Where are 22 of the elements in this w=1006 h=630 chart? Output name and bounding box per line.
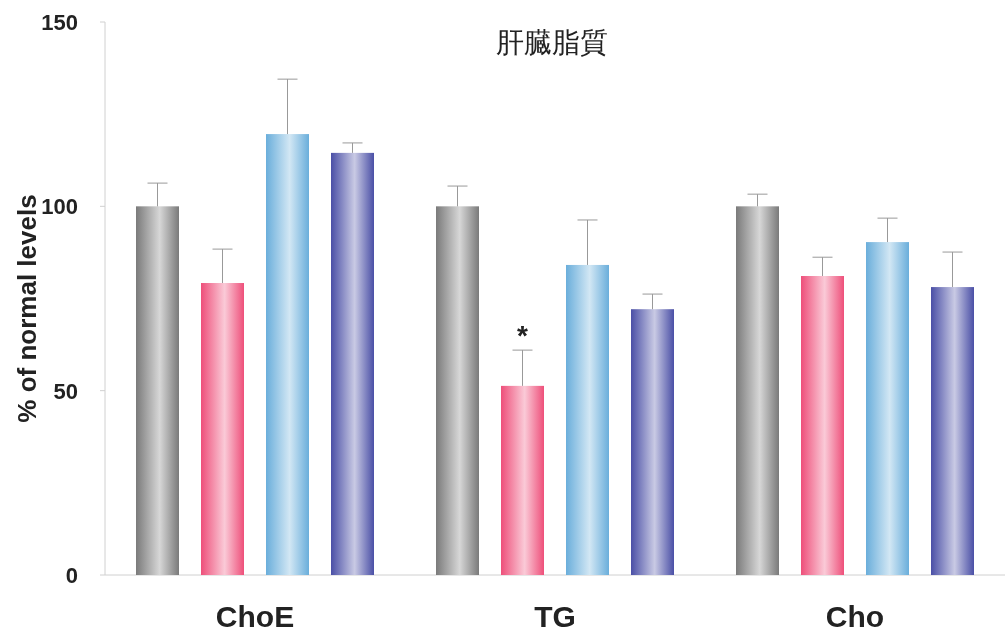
annotation: *: [517, 320, 529, 352]
x-tick-label: TG: [534, 600, 576, 630]
bar: [201, 283, 244, 575]
x-tick-label: Cho: [825, 600, 885, 630]
bar: [931, 287, 974, 575]
y-axis-title: % of normal levels: [12, 194, 42, 423]
y-tick-label: 150: [41, 10, 78, 35]
y-tick-label: 0: [65, 563, 78, 588]
bar: [736, 206, 779, 575]
bar: [566, 264, 609, 575]
bar: [331, 152, 374, 575]
chart-title: 肝臓脂質: [496, 27, 608, 58]
y-tick-label: 100: [41, 194, 78, 220]
bar: [631, 309, 674, 575]
bar: [801, 276, 844, 575]
x-tick-label: ChoE: [215, 600, 295, 630]
bar: [436, 206, 479, 575]
bar: [866, 242, 909, 575]
bar: [501, 385, 544, 575]
bar: [266, 134, 309, 575]
bar: [136, 206, 179, 575]
y-tick-label: 50: [53, 378, 78, 404]
